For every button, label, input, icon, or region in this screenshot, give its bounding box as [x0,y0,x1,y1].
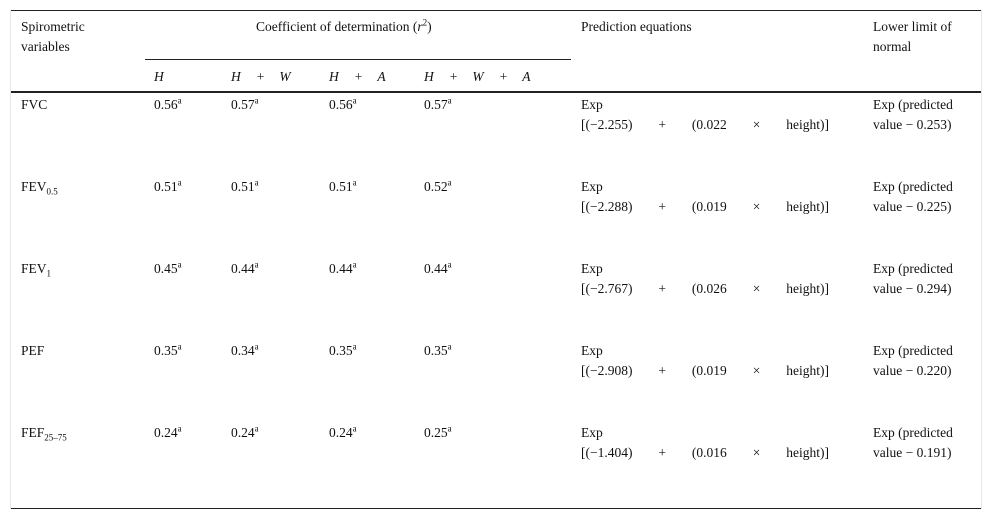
r2-value-cell: 0.24a [329,423,357,440]
r2-value-cell: 0.25a [424,423,452,440]
group-rule [145,59,571,60]
r2-value-cell: 0.44a [329,259,357,276]
subheader-h-a: H + A [329,69,386,84]
top-rule [11,10,981,11]
prediction-equation: Exp [(−2.288) + (0.019 × height)] [581,179,829,214]
lower-limit-of-normal: Exp (predicted value − 0.220) [873,343,953,378]
r2-value-cell: 0.56a [329,95,357,112]
row-variable-name: FVC [21,97,48,112]
r2-value-cell: 0.44a [231,259,259,276]
header-spirometric-variables: Spirometric variables [21,19,85,54]
header-rule [11,91,981,93]
lower-limit-of-normal: Exp (predicted value − 0.294) [873,261,953,296]
r2-value-cell: 0.45a [154,259,182,276]
prediction-equation: Exp [(−2.767) + (0.026 × height)] [581,261,829,296]
row-variable-name: PEF [21,343,45,358]
r2-value-cell: 0.51a [231,177,259,194]
r2-value-cell: 0.57a [231,95,259,112]
r2-value-cell: 0.35a [329,341,357,358]
subheader-h-w: H + W [231,69,291,84]
table-frame: Spirometric variables Coefficient of det… [10,10,982,509]
row-variable-name: FEV0.5 [21,179,58,197]
r2-value-cell: 0.52a [424,177,452,194]
subheader-h: H [154,69,164,84]
r2-value-cell: 0.35a [154,341,182,358]
r2-value-cell: 0.51a [154,177,182,194]
r2-value-cell: 0.24a [154,423,182,440]
subheader-h-w-a: H + W + A [424,69,531,84]
lower-limit-of-normal: Exp (predicted value − 0.225) [873,179,953,214]
r2-value-cell: 0.44a [424,259,452,276]
header-coefficient-of-determination: Coefficient of determination (r2) [256,17,432,34]
r2-value-cell: 0.51a [329,177,357,194]
r2-value-cell: 0.56a [154,95,182,112]
r2-value-cell: 0.57a [424,95,452,112]
header-prediction-equations: Prediction equations [581,19,692,34]
header-lower-limit-of-normal: Lower limit of normal [873,19,952,54]
prediction-equation: Exp [(−1.404) + (0.016 × height)] [581,425,829,460]
row-variable-name: FEV1 [21,261,52,279]
r2-value-cell: 0.24a [231,423,259,440]
bottom-rule [11,508,981,509]
prediction-equation: Exp [(−2.255) + (0.022 × height)] [581,97,829,132]
row-variable-name: FEF25–75 [21,425,67,443]
lower-limit-of-normal: Exp (predicted value − 0.191) [873,425,953,460]
lower-limit-of-normal: Exp (predicted value − 0.253) [873,97,953,132]
r2-value-cell: 0.34a [231,341,259,358]
r2-value-cell: 0.35a [424,341,452,358]
prediction-equation: Exp [(−2.908) + (0.019 × height)] [581,343,829,378]
